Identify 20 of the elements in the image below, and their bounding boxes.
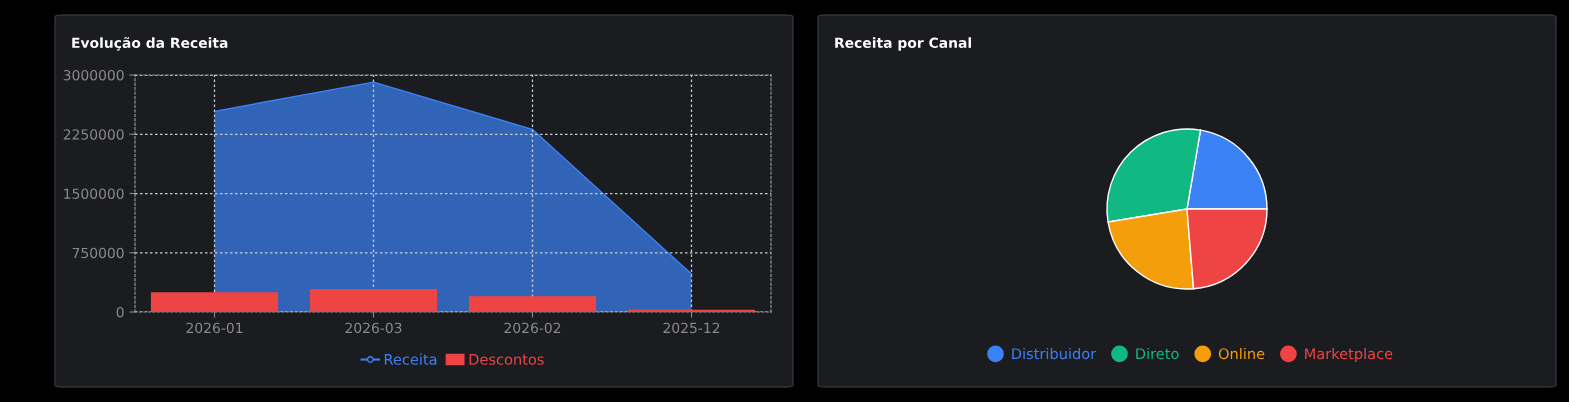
bar [309, 289, 438, 312]
legend-label: Online [1218, 347, 1265, 360]
bar [150, 292, 279, 312]
x-tick-label: 2026-01 [186, 322, 243, 334]
y-tick-label: 3000000 [63, 69, 124, 81]
bar [468, 296, 597, 312]
y-tick-label: 2250000 [63, 129, 124, 140]
chart-title: Evolução da Receita [72, 37, 228, 51]
y-tick-label: 0 [116, 306, 124, 318]
legend-label: Receita [384, 353, 437, 365]
x-tick-label: 2025-12 [663, 322, 720, 334]
legend-label: Marketplace [1305, 347, 1393, 363]
y-tick-label: 750000 [72, 247, 124, 259]
y-tick-label: 1500000 [64, 188, 124, 199]
legend-label: Direto [1136, 347, 1179, 360]
chart-title: Receita por Canal [835, 37, 971, 51]
x-tick-label: 2026-03 [345, 322, 402, 334]
x-tick-label: 2026-02 [504, 322, 561, 334]
legend-label: Descontos [469, 354, 544, 365]
legend-label: Distribuidor [1012, 347, 1097, 360]
